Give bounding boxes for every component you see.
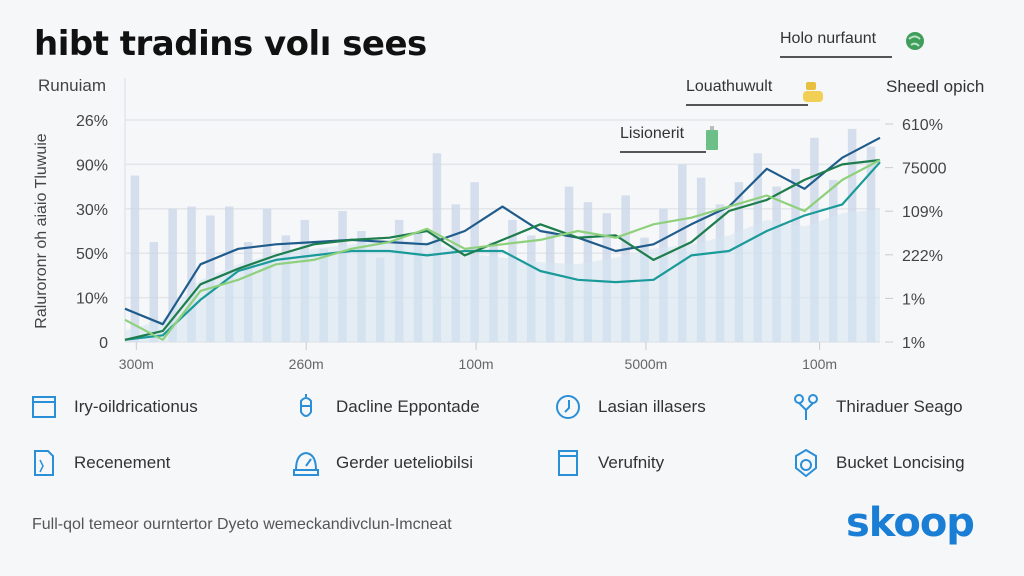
series-line-0 [124, 136, 881, 326]
x-tick-label: 100m [802, 356, 837, 372]
right-tick-label: 222% [902, 248, 943, 265]
network-icon [794, 394, 818, 420]
legend-label: Gerder ueteliobilsi [336, 453, 474, 472]
annotation-label: Holo nurfaunt [780, 30, 877, 47]
bar [130, 175, 140, 342]
left-tick-label: 26% [76, 113, 108, 130]
caption: Full-qol temeor ourntertor Dyeto wemecka… [32, 516, 452, 533]
x-tick-label: 100m [459, 356, 494, 372]
legend-label: Iry-oildricationus [74, 397, 198, 416]
right-tick-label: 1% [902, 335, 925, 352]
shield-icon [795, 448, 817, 478]
logo: skoop [846, 500, 975, 546]
legend-label: Verufnity [598, 453, 665, 472]
x-tick-label: 300m [119, 356, 154, 372]
clock-icon [556, 395, 580, 419]
series-line-2 [124, 158, 881, 341]
series-line-1 [124, 161, 881, 341]
globe-icon [906, 32, 924, 50]
legend-item: Recenement [30, 448, 292, 478]
legend-item: Gerder ueteliobilsi [292, 448, 554, 478]
chart-title: hibt tradins volı sees [34, 24, 427, 64]
right-tick-label: 75000 [902, 161, 947, 178]
right-axis-title: Sheedl opich [886, 77, 985, 96]
series-line-3 [124, 159, 881, 341]
annotation-holo: Holo nurfaunt [780, 30, 892, 58]
right-tick-label: 610% [902, 117, 943, 134]
left-axis-title: Runuiam [38, 76, 107, 95]
right-tick-label: 109% [902, 204, 943, 221]
legend-item: Verufnity [554, 448, 792, 478]
window-icon [32, 396, 56, 418]
legend-label: Dacline Eppontade [336, 397, 480, 416]
right-tick-label: 1% [902, 291, 925, 308]
left-tick-label: 0 [99, 335, 108, 352]
left-tick-label: 50% [76, 246, 108, 263]
annotation-lisionerit: Lisionerit [620, 125, 706, 153]
legend-label: Thiraduer Seago [836, 397, 963, 416]
bar [187, 206, 196, 342]
x-tick-label: 260m [289, 356, 324, 372]
bar [168, 208, 177, 342]
legend-label: Lasian illasers [598, 397, 706, 416]
annotation-louathuwult: Louathuwult [686, 78, 808, 106]
legend-item: Iry-oildricationus [30, 392, 292, 422]
coins-icon [803, 82, 823, 102]
legend-item: Bucket Loncising [792, 448, 1012, 478]
legend-item: Lasian illasers [554, 392, 792, 422]
annotation-label: Louathuwult [686, 78, 773, 95]
x-tick-label: 5000m [625, 356, 668, 372]
legend: Iry-oildricationus Dacline Eppontade Las… [30, 392, 1010, 478]
battery-icon [706, 126, 718, 150]
area-band [125, 208, 880, 342]
bottle-icon [300, 394, 312, 417]
left-tick-label: 30% [76, 202, 108, 219]
legend-label: Bucket Loncising [836, 453, 965, 472]
tablet-icon [558, 450, 578, 476]
left-axis-rotated-label: Raluroronr oh aiaio Tluwuie [33, 133, 50, 329]
annotation-label: Lisionerit [620, 125, 685, 142]
legend-item: Thiraduer Seago [792, 392, 1012, 422]
legend-label: Recenement [74, 453, 171, 472]
gauge-icon [293, 451, 319, 476]
chart: 0 10% 50% 30% 90% 26% 1% 1% 222% 109% 75000 610% 300… [76, 78, 947, 372]
left-tick-label: 10% [76, 291, 108, 308]
legend-item: Dacline Eppontade [292, 392, 554, 422]
document-icon [34, 450, 54, 476]
bar [149, 242, 159, 342]
left-tick-label: 90% [76, 157, 108, 174]
